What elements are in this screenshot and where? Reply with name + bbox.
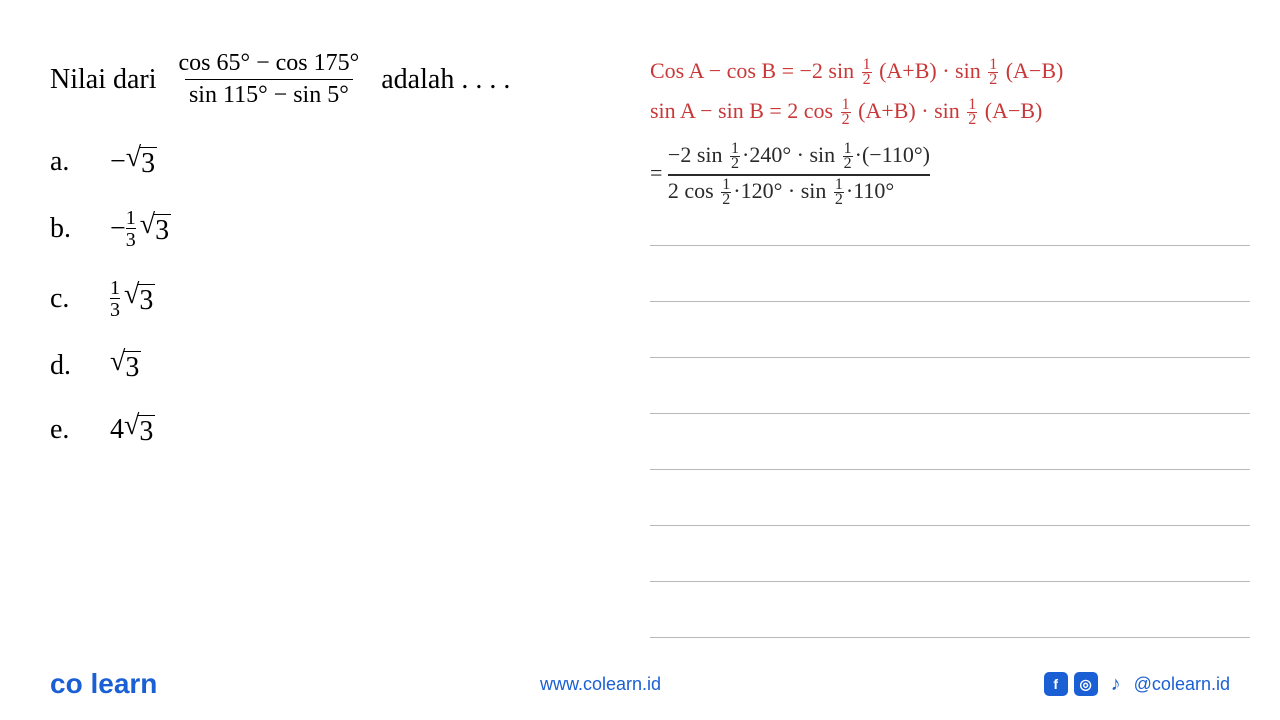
ruled-lines: [650, 190, 1250, 620]
small-fraction: 13: [110, 278, 120, 320]
handwritten-calculation: = −2 sin 12·240° · sin 12·(−110°)2 cos 1…: [650, 142, 930, 208]
ruled-line: [650, 526, 1250, 582]
option-row: a.− √3: [50, 144, 630, 180]
option-row: e. 4 √3: [50, 412, 630, 448]
ruled-line: [650, 414, 1250, 470]
option-value: 13√3: [110, 278, 155, 320]
sqrt-expression: √3: [124, 412, 155, 448]
ruled-line: [650, 470, 1250, 526]
content-area: Nilai dari cos 65° − cos 175° sin 115° −…: [0, 0, 1280, 640]
option-label: b.: [50, 213, 80, 245]
option-label: e.: [50, 414, 80, 446]
options-list: a.− √3b.− 13√3c.13√3d.√3e.4 √3: [50, 144, 630, 448]
facebook-icon: f: [1044, 672, 1068, 696]
question-suffix: adalah . . . .: [381, 64, 510, 96]
option-value: √3: [110, 348, 141, 384]
handwritten-formula: sin A − sin B = 2 cos 12 (A+B) · sin 12 …: [650, 98, 1042, 128]
option-row: d. √3: [50, 348, 630, 384]
sqrt-expression: √3: [126, 144, 157, 180]
logo-learn: learn: [90, 668, 157, 699]
minus-sign: −: [110, 213, 126, 245]
option-row: b.− 13√3: [50, 208, 630, 250]
option-row: c. 13√3: [50, 278, 630, 320]
ruled-line: [650, 358, 1250, 414]
option-label: d.: [50, 350, 80, 382]
sqrt-expression: √3: [140, 211, 171, 247]
sqrt-expression: √3: [124, 281, 155, 317]
option-label: c.: [50, 283, 80, 315]
question-prefix: Nilai dari: [50, 64, 157, 96]
option-value: 4 √3: [110, 412, 155, 448]
sqrt-expression: √3: [110, 348, 141, 384]
small-fraction: 13: [126, 208, 136, 250]
footer: co learn www.colearn.id f ◎ ♪ @colearn.i…: [0, 668, 1280, 700]
fraction-numerator: cos 65° − cos 175°: [175, 50, 364, 79]
brand-logo: co learn: [50, 668, 157, 700]
logo-co: co: [50, 668, 83, 699]
social-links: f ◎ ♪ @colearn.id: [1044, 672, 1230, 696]
ruled-line: [650, 246, 1250, 302]
handwritten-formula: Cos A − cos B = −2 sin 12 (A+B) · sin 12…: [650, 58, 1063, 88]
option-value: − √3: [110, 144, 157, 180]
option-label: a.: [50, 146, 80, 178]
option-prefix: 4: [110, 414, 124, 446]
ruled-line: [650, 302, 1250, 358]
tiktok-icon: ♪: [1104, 672, 1128, 696]
minus-sign: −: [110, 146, 126, 178]
instagram-icon: ◎: [1074, 672, 1098, 696]
ruled-line: [650, 582, 1250, 638]
question-column: Nilai dari cos 65° − cos 175° sin 115° −…: [50, 50, 650, 620]
work-column: Cos A − cos B = −2 sin 12 (A+B) · sin 12…: [650, 50, 1250, 620]
question-text: Nilai dari cos 65° − cos 175° sin 115° −…: [50, 50, 630, 109]
social-handle: @colearn.id: [1134, 674, 1230, 695]
option-value: − 13√3: [110, 208, 171, 250]
handwriting-area: Cos A − cos B = −2 sin 12 (A+B) · sin 12…: [650, 50, 1250, 620]
fraction-denominator: sin 115° − sin 5°: [185, 79, 353, 109]
footer-url: www.colearn.id: [540, 674, 661, 695]
question-fraction: cos 65° − cos 175° sin 115° − sin 5°: [175, 50, 364, 109]
